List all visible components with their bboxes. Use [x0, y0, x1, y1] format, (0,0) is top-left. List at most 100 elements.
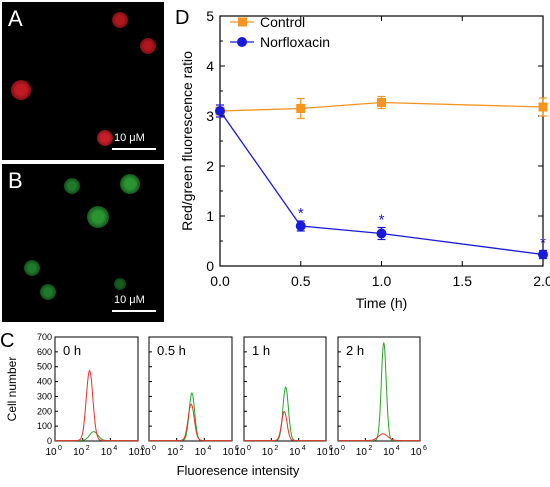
histogram-frame	[243, 336, 327, 442]
panel-b-letter: B	[8, 168, 23, 193]
data-point	[376, 228, 387, 239]
histogram-label: 0.5 h	[157, 343, 186, 358]
x-tick-label: 10	[356, 447, 368, 458]
x-tick-exponent: 6	[329, 445, 333, 452]
x-tick-exponent: 0	[152, 445, 156, 452]
x-tick-label: 10	[222, 447, 234, 458]
series-line	[219, 110, 544, 256]
x-tick-label: 10	[167, 447, 179, 458]
red-cell	[140, 38, 156, 54]
x-tick-label: 10	[195, 447, 207, 458]
x-tick-label: 10	[128, 447, 140, 458]
red-histogram	[55, 369, 138, 442]
y-tick-label: 700	[37, 332, 52, 342]
data-point	[377, 98, 386, 107]
panel-a-image: A 10 μM	[2, 2, 164, 160]
x-tick-exponent: 2	[180, 445, 184, 452]
x-tick-label: 2.0	[533, 273, 550, 289]
green-cell	[114, 278, 126, 290]
significance-mark: *	[540, 235, 546, 252]
significance-mark: *	[379, 212, 385, 229]
red-histogram	[338, 433, 420, 442]
data-point	[295, 221, 306, 231]
series-line	[219, 101, 544, 112]
x-tick-exponent: 6	[141, 445, 145, 452]
x-tick-exponent: 4	[302, 445, 306, 452]
green-histogram	[149, 391, 232, 442]
y-tick-label: 2	[206, 158, 214, 174]
green-cell	[120, 174, 140, 194]
x-tick-exponent: 0	[58, 445, 62, 452]
x-tick-label: 10	[101, 447, 113, 458]
x-tick-label: 10	[234, 447, 246, 458]
green-cell	[64, 178, 80, 194]
x-tick-exponent: 6	[423, 445, 427, 452]
x-tick-label: 10	[383, 447, 395, 458]
x-tick-exponent: 0	[341, 445, 345, 452]
x-tick-exponent: 2	[368, 445, 372, 452]
histogram-frame	[148, 336, 233, 442]
x-tick-label: 1.5	[453, 273, 473, 289]
y-tick-label: 500	[37, 362, 52, 372]
c-x-axis-label: Fluoresence intensity	[177, 463, 300, 478]
x-tick-label: 10	[262, 447, 274, 458]
x-tick-label: 10	[139, 447, 151, 458]
y-tick-label: 300	[37, 391, 52, 401]
y-tick-label: 600	[37, 347, 52, 357]
x-tick-exponent: 6	[235, 445, 239, 452]
x-tick-exponent: 4	[207, 445, 211, 452]
histogram-label: 1 h	[252, 343, 270, 358]
legend-marker	[237, 37, 247, 47]
x-tick-label: 10	[328, 447, 340, 458]
red-cell	[97, 130, 113, 146]
x-tick-label: 0.0	[210, 273, 230, 289]
y-tick-label: 0	[47, 436, 52, 446]
x-tick-label: 10	[316, 447, 328, 458]
red-cell	[11, 80, 31, 100]
x-tick-label: 1.0	[372, 273, 392, 289]
green-cell	[40, 284, 56, 300]
panel-a-scale-label: 10 μM	[114, 132, 145, 144]
red-histogram	[149, 403, 232, 442]
y-axis-label: Red/green fluorescence ratio	[179, 51, 195, 231]
panel-b-image: B 10 μM	[2, 164, 164, 322]
cytometry-histograms: C Cell number Fluoresence intensity 0 h 1…	[0, 330, 427, 478]
y-tick-label: 400	[37, 377, 52, 387]
data-point	[296, 104, 306, 113]
green-cell	[87, 206, 109, 228]
y-tick-label: 0	[206, 258, 214, 274]
y-tick-label: 1	[206, 208, 214, 224]
histogram-label: 2 h	[346, 343, 364, 358]
x-tick-exponent: 2	[86, 445, 90, 452]
panel-a-letter: A	[8, 6, 23, 31]
x-tick-label: 10	[73, 447, 85, 458]
panel-b-scalebar	[112, 310, 156, 312]
panel-c-letter: C	[0, 330, 14, 352]
y-tick-label: 100	[37, 421, 52, 431]
x-tick-exponent: 4	[396, 445, 400, 452]
green-cell	[24, 260, 40, 276]
y-tick-label: 5	[206, 8, 214, 24]
legend-label: Control	[260, 14, 305, 30]
y-tick-label: 4	[206, 58, 214, 74]
red-histogram	[244, 410, 326, 442]
significance-mark: *	[298, 205, 304, 222]
legend-marker	[238, 17, 247, 27]
x-axis-label: Time (h)	[356, 295, 408, 311]
histogram-frame	[54, 336, 139, 442]
data-point	[538, 102, 548, 112]
y-tick-label: 3	[206, 108, 214, 124]
histogram-frame	[337, 336, 421, 442]
x-tick-exponent: 0	[247, 445, 251, 452]
histogram-label: 0 h	[63, 343, 81, 358]
data-point	[215, 106, 225, 116]
legend-label: Norfloxacin	[260, 34, 330, 50]
y-tick-label: 200	[37, 406, 52, 416]
x-tick-label: 10	[45, 447, 57, 458]
x-tick-exponent: 2	[274, 445, 278, 452]
x-tick-label: 10	[410, 447, 422, 458]
x-tick-label: 0.5	[291, 273, 311, 289]
c-y-axis-label: Cell number	[5, 357, 19, 422]
ratio-chart: D Red/green fluorescence ratio Time (h) …	[175, 7, 550, 311]
x-tick-label: 10	[289, 447, 301, 458]
